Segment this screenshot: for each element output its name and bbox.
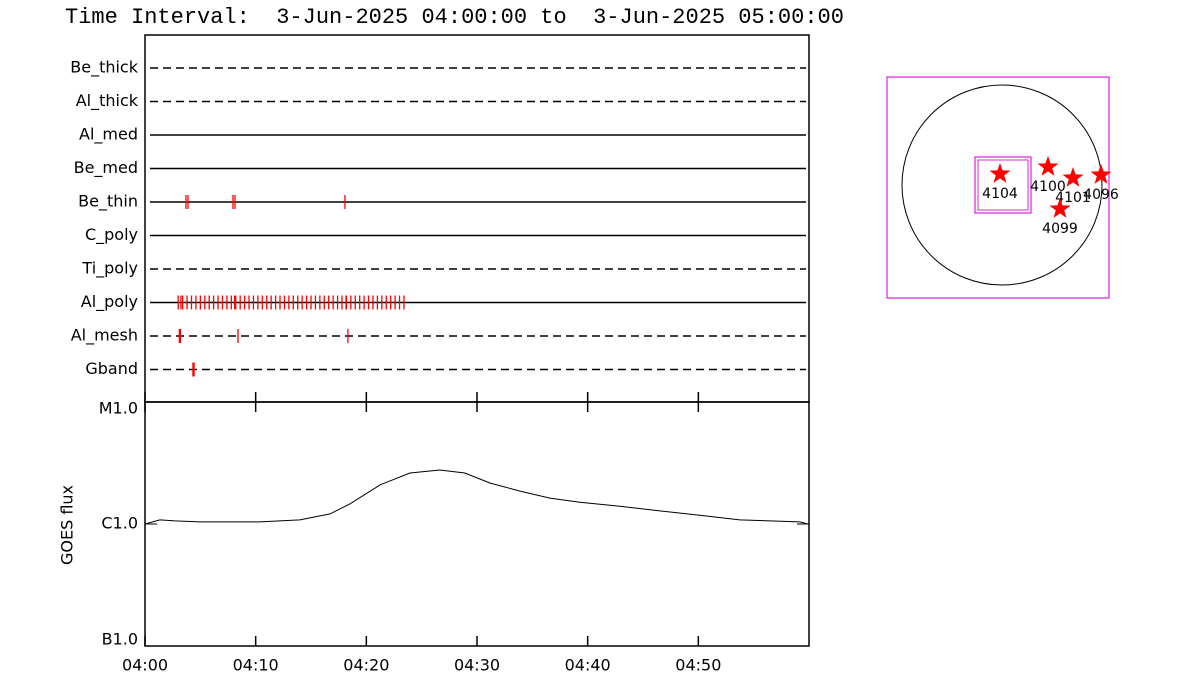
x-tick-label: 04:10 xyxy=(233,656,279,675)
title: Time Interval: 3-Jun-2025 04:00:00 to 3-… xyxy=(65,5,844,30)
region-label: 4104 xyxy=(982,186,1018,202)
goes-curve xyxy=(144,469,809,525)
row-label: Be_thick xyxy=(70,58,138,78)
y-tick-label: C1.0 xyxy=(101,514,138,533)
y-axis-label: GOES flux xyxy=(58,485,77,565)
region-marker xyxy=(989,163,1011,183)
x-tick-label: 04:40 xyxy=(565,656,611,675)
y-tick-label: M1.0 xyxy=(99,399,138,418)
row-label: Ti_poly xyxy=(81,259,138,279)
x-tick-label: 04:50 xyxy=(675,656,721,675)
region-label: 4101 xyxy=(1055,190,1091,206)
map-frame xyxy=(886,76,1110,299)
row-label: C_poly xyxy=(85,225,138,245)
row-label: Al_mesh xyxy=(71,326,138,346)
x-tick-label: 04:30 xyxy=(454,656,500,675)
region-marker xyxy=(1090,164,1112,184)
x-tick-label: 04:20 xyxy=(343,656,389,675)
row-label: Gband xyxy=(85,359,138,378)
row-label: Al_med xyxy=(79,125,138,145)
fov-box xyxy=(974,156,1032,214)
row-label: Al_poly xyxy=(81,292,138,312)
region-label: 4100 xyxy=(1030,179,1066,195)
region-marker xyxy=(1062,167,1084,187)
region-label: 4096 xyxy=(1083,187,1119,203)
solar-disk xyxy=(901,84,1103,286)
fov-box xyxy=(977,159,1029,211)
region-label: 4099 xyxy=(1042,221,1078,237)
region-marker xyxy=(1049,198,1071,218)
y-tick-label: B1.0 xyxy=(102,630,138,649)
x-tick-label: 04:00 xyxy=(122,656,168,675)
row-label: Be_thin xyxy=(78,192,138,212)
region-marker xyxy=(1037,156,1059,176)
row-label: Al_thick xyxy=(76,91,139,111)
row-label: Be_med xyxy=(74,158,138,178)
